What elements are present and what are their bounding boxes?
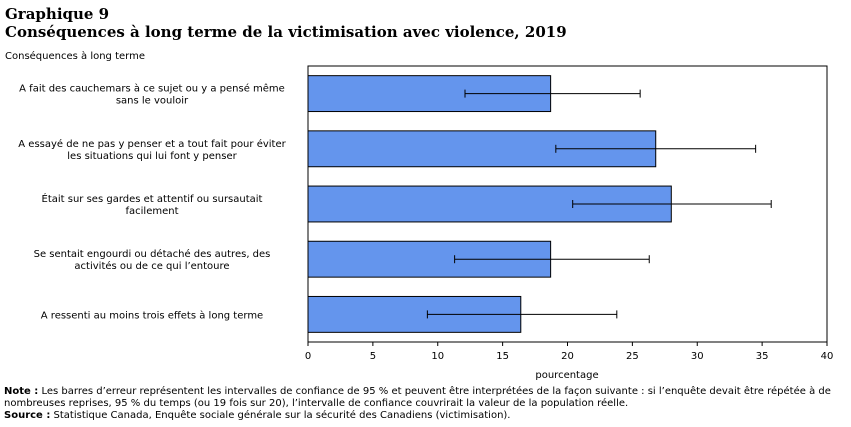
category-label: A fait des cauchemars à ce sujet ou y a … [19,83,285,95]
x-axis: 0 5 10 15 20 25 30 35 40 [305,342,834,362]
category-label: Se sentait engourdi ou détaché des autre… [34,248,271,260]
category-label: A ressenti au moins trois effets à long … [41,309,263,321]
category-label: sans le vouloir [116,96,189,107]
category-label: les situations qui lui font y penser [67,151,237,162]
x-tick-label: 25 [626,351,639,362]
x-axis-title: pourcentage [535,370,598,381]
note-text: Les barres d’erreur représentent les int… [4,386,831,409]
chart-title: Conséquences à long terme de la victimis… [5,23,567,41]
x-tick-label: 15 [496,351,509,362]
category-label: Était sur ses gardes et attentif ou surs… [42,192,263,205]
source-text: Statistique Canada, Enquête sociale géné… [50,410,511,421]
x-tick-label: 0 [305,351,311,362]
category-labels: A fait des cauchemars à ce sujet ou y a … [18,83,286,322]
category-label: facilement [125,206,178,217]
x-tick-label: 10 [431,351,444,362]
x-tick-label: 35 [756,351,769,362]
x-tick-label: 30 [691,351,704,362]
note-label: Note : [4,386,39,397]
category-label: activités ou de ce qui l’entoure [74,260,229,272]
x-tick-label: 5 [370,351,376,362]
source-label: Source : [4,410,51,421]
y-axis-title: Conséquences à long terme [5,51,145,62]
bars-layer [307,75,772,333]
note-line: Note : Les barres d’erreur représentent … [4,386,849,410]
source-line: Source : Statistique Canada, Enquête soc… [4,410,849,422]
chart-number: Graphique 9 [5,5,110,23]
x-tick-label: 40 [821,351,834,362]
notes-block: Note : Les barres d’erreur représentent … [4,386,849,422]
title-block: Graphique 9 Conséquences à long terme de… [5,5,567,42]
category-label: A essayé de ne pas y penser et a tout fa… [18,138,286,150]
x-tick-label: 20 [561,351,574,362]
